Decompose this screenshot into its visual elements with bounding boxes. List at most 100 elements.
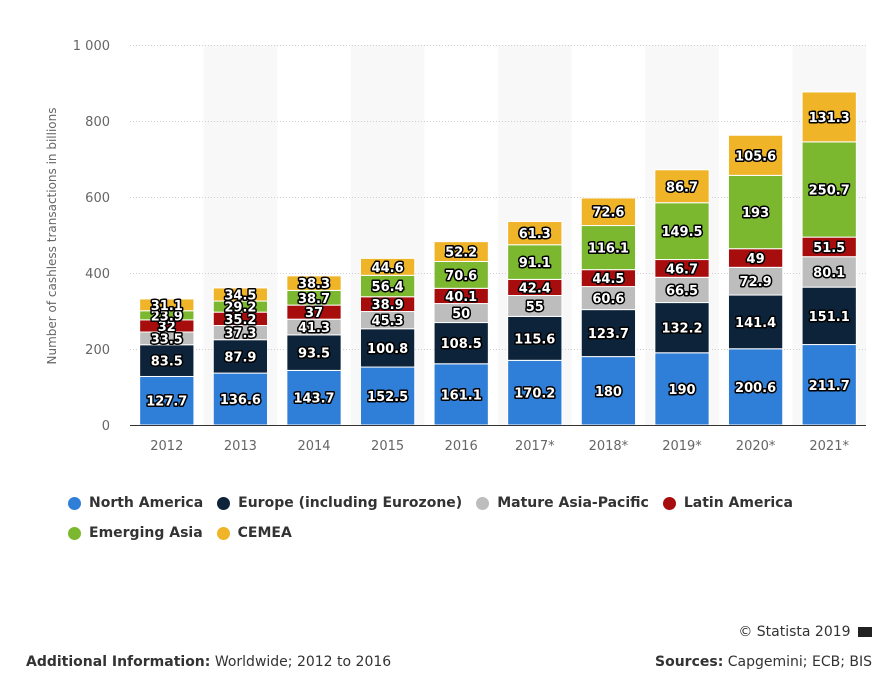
data-label: 116.1 [588,242,629,257]
data-label: 170.2 [514,387,555,402]
data-label: 149.5 [661,225,702,240]
x-tick-label: 2017* [515,439,555,454]
data-label: 70.6 [445,269,477,284]
data-label: 87.9 [224,350,256,365]
legend-item[interactable]: CEMEA [216,518,292,548]
bar-segment[interactable] [727,134,784,176]
data-label: 44.5 [592,272,624,287]
bar-segment[interactable] [801,91,857,143]
bar-segment[interactable] [580,197,637,227]
data-label: 200.6 [735,381,776,396]
data-label: 33.5 [151,332,183,347]
x-tick-label: 2016 [445,439,478,454]
data-label: 131.3 [809,111,850,126]
data-label: 31.1 [151,299,183,314]
x-tick-label: 2012 [150,439,183,454]
data-label: 190 [668,383,695,398]
data-label: 38.3 [298,277,330,292]
y-tick-label: 200 [85,343,110,358]
data-label: 35.2 [224,313,256,328]
data-label: 152.5 [367,390,408,405]
bar-segment[interactable] [654,169,710,204]
data-label: 143.7 [293,392,334,407]
y-tick-label: 400 [85,267,110,282]
x-tick-label: 2020* [736,439,776,454]
bar-segment[interactable] [212,339,269,374]
data-label: 56.4 [372,280,404,295]
legend-item[interactable]: Europe (including Eurozone) [217,488,462,518]
legend-item[interactable]: Mature Asia-Pacific [476,488,649,518]
legend-label: Mature Asia-Pacific [497,495,649,511]
data-label: 34.5 [224,288,256,303]
sources-label: Sources: [655,654,724,670]
data-label: 211.7 [809,379,850,394]
legend-marker-icon [68,496,81,510]
data-label: 23.9 [151,309,183,324]
data-label: 80.1 [813,266,845,281]
x-tick-label: 2015 [371,439,404,454]
legend-label: Latin America [683,495,793,511]
bar-segment[interactable] [212,287,269,302]
bar-segment[interactable] [433,363,489,426]
data-label: 105.6 [735,149,776,164]
data-label: 37.3 [224,327,256,342]
sources-value: Capgemini; ECB; BIS [723,654,872,670]
legend-marker-icon [217,496,231,510]
data-label: 29.2 [224,301,256,316]
additional-info-label: Additional Information: [26,654,211,670]
bars [139,91,857,426]
data-label: 49 [747,252,765,267]
bar-segment[interactable] [286,275,342,291]
y-tick-label: 1 000 [73,39,110,54]
flag-icon[interactable] [858,627,872,637]
bar-segment[interactable] [727,174,784,250]
bar-segment[interactable] [433,260,489,289]
data-label: 127.7 [146,395,187,410]
bar-segment[interactable] [433,322,489,365]
bar-segment[interactable] [801,286,857,346]
bar-segment[interactable] [139,298,195,312]
x-tick-label: 2018* [589,439,629,454]
bar-segment[interactable] [359,257,416,276]
legend: North America Europe (including Eurozone)… [68,488,868,548]
bar-segment[interactable] [654,352,710,426]
bar-segment[interactable] [654,276,710,304]
y-tick-label: 800 [85,115,110,130]
data-label: 250.7 [809,183,850,198]
legend-label: Emerging Asia [89,525,203,541]
data-label: 52.2 [445,246,477,261]
legend-label: Europe (including Eurozone) [238,495,463,511]
sources: Sources: Capgemini; ECB; BIS [655,654,872,670]
bar-segment[interactable] [580,225,637,271]
bar-segment[interactable] [286,334,342,371]
bar-segment[interactable] [212,372,269,426]
bar-segment[interactable] [727,294,784,350]
legend-marker-icon [216,526,230,540]
data-label: 42.4 [519,281,551,296]
bar-segment[interactable] [654,202,710,261]
copyright-text: © Statista 2019 [738,624,851,640]
legend-item[interactable]: North America [68,488,203,518]
bar-segment[interactable] [580,309,637,358]
data-label: 61.3 [519,227,551,242]
data-label: 37 [305,306,323,321]
bar-segment[interactable] [507,220,563,246]
copyright[interactable]: © Statista 2019 [738,624,872,640]
bar-segment[interactable] [507,315,563,361]
bar-segment[interactable] [801,141,857,238]
x-tick-label: 2021* [809,439,849,454]
data-label: 60.6 [592,292,624,307]
data-label: 193 [742,206,769,221]
y-axis-label: Number of cashless transactions in billi… [45,107,59,364]
bar-segment[interactable] [727,266,784,296]
bar-segment[interactable] [433,241,489,262]
legend-item[interactable]: Emerging Asia [68,518,203,548]
data-label: 86.7 [666,180,698,195]
legend-item[interactable]: Latin America [662,488,793,518]
bar-segment[interactable] [507,244,563,280]
data-label: 161.1 [441,388,482,403]
bar-segment[interactable] [359,328,416,368]
bar-segment[interactable] [139,375,195,426]
bar-segment[interactable] [801,256,857,288]
